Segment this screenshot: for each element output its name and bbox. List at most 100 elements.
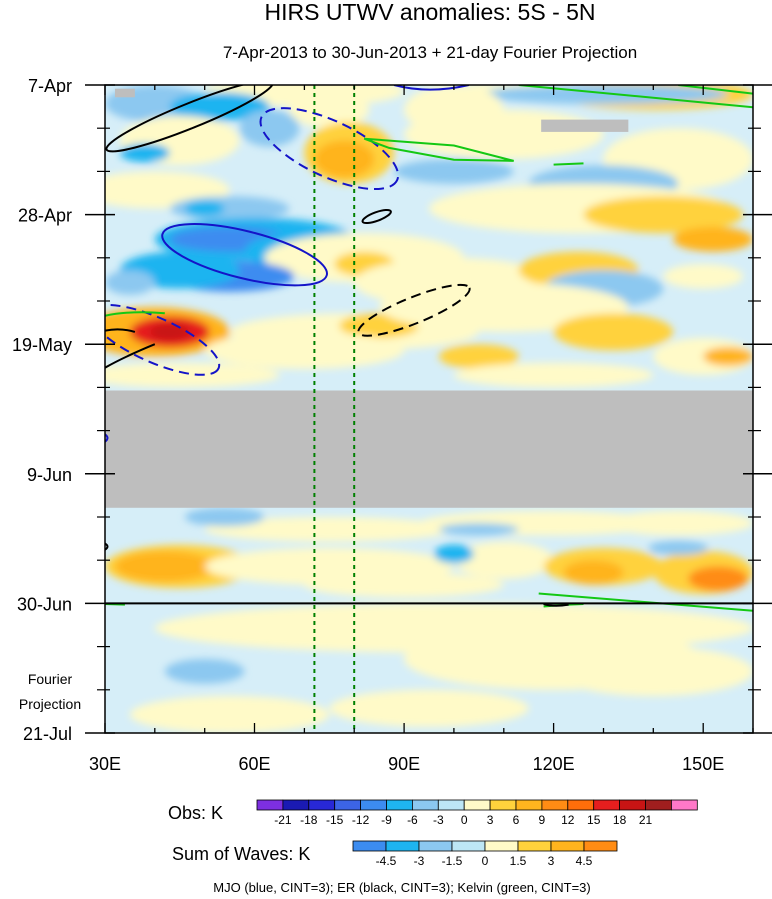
waves-colorbar-label: -1.5 [442,854,463,868]
mjo-contour [393,85,470,91]
obs-colorbar-label: 15 [587,813,601,827]
obs-colorbar-label: -12 [352,813,370,827]
anomaly-blob [164,659,245,684]
y-axis: 7-Apr 28-Apr 19-May 9-Jun 30-Jun 21-Jul [12,76,772,744]
anomaly-blob [648,540,709,556]
kelvin-contour [538,592,753,612]
x-axis: 30E 60E 90E 120E 150E [89,85,754,774]
anomaly-blob [404,109,604,160]
kelvin-contour [363,137,514,162]
missing-data-region [105,88,753,508]
anomaly-field [105,85,753,733]
anomaly-blob [438,523,519,536]
anomaly-blob [563,560,624,585]
obs-colorbar-label: 0 [461,813,468,827]
obs-colorbar-swatch [437,799,465,811]
y-tick-label: 9-Jun [27,465,72,485]
anomaly-blob [239,109,300,147]
missing-data-patch [541,119,629,132]
er-contour [105,343,156,369]
obs-colorbar-swatch [515,799,543,811]
anomaly-blob [438,344,519,369]
waves-colorbar-swatch [550,840,585,852]
obs-colorbar-label: -18 [300,813,318,827]
waves-colorbar-label: 1.5 [510,854,527,868]
anomaly-blob [184,507,265,527]
er-contour [543,603,569,607]
waves-colorbar-swatch [352,840,387,852]
kelvin-contour [678,85,753,95]
waves-colorbar-label: -4.5 [376,854,397,868]
waves-colorbar-swatch [451,840,486,852]
anomaly-blob [149,323,190,340]
obs-colorbar-label: -21 [274,813,292,827]
anomaly-blob [129,696,330,733]
obs-colorbar-swatch [411,799,439,811]
missing-data-patch [114,88,135,98]
waves-colorbar-label: -3 [414,854,425,868]
mjo-contour [105,304,221,376]
anomaly-blob [304,572,504,598]
waves-colorbar-swatch [484,840,519,852]
kelvin-contour [518,85,753,109]
obs-colorbar-swatch [282,799,310,811]
obs-colorbar-swatch [645,799,672,811]
anomaly-blob [454,541,554,579]
anomaly-blob [603,510,753,536]
plot-frame [104,84,754,734]
x-tick-label: 120E [533,754,575,774]
anomaly-blob [184,200,225,217]
obs-colorbar-swatch [386,799,413,811]
obs-colorbar-swatch [567,799,595,811]
waves-colorbar: Sum of Waves: K -4.5 -3 -1.5 0 1.5 3 4.5 [172,840,618,868]
x-tick-label: 60E [238,754,270,774]
projection-label-line1: Fourier [28,671,73,687]
y-tick-label: 19-May [12,335,72,355]
chart-title: HIRS UTWV anomalies: 5S - 5N [264,0,595,25]
er-contour [105,328,136,333]
anomaly-blob [314,140,375,178]
obs-colorbar-label: 6 [513,813,520,827]
y-tick-label: 21-Jul [23,724,72,744]
anomaly-blob [688,566,748,591]
anomaly-blob [204,331,405,369]
anomaly-blob [169,92,270,121]
y-tick-label: 30-Jun [17,594,72,614]
anomaly-blob [289,91,370,129]
anomaly-blob [434,544,474,564]
waves-colorbar-title: Sum of Waves: K [172,844,310,864]
er-contour [105,85,274,153]
obs-colorbar-swatch [360,799,387,811]
y-tick-label: 28-Apr [18,206,72,226]
plot-area: 30E 60E 90E 120E 150E 7-Apr 28-Apr 19-May 9-Jun… [12,76,772,774]
obs-colorbar-swatch [489,799,517,811]
obs-colorbar-swatch [541,799,569,811]
waves-colorbar-label: 0 [482,854,489,868]
x-tick-label: 30E [89,754,121,774]
obs-colorbar-swatch [334,799,362,811]
er-contour [357,283,471,337]
obs-colorbar-label: 3 [487,813,494,827]
kelvin-contour [105,311,165,317]
mjo-contour [161,223,328,287]
waves-colorbar-swatch [583,840,618,852]
anomaly-blob [553,313,674,351]
projection-label-line2: Projection [19,696,81,712]
y-tick-label: 7-Apr [28,76,72,96]
anomaly-blob [553,646,753,696]
missing-data-band [105,390,753,508]
chart-subtitle: 7-Apr-2013 to 30-Jun-2013 + 21-day Fouri… [223,43,637,62]
obs-colorbar-swatch [593,799,621,811]
x-tick-label: 150E [682,754,724,774]
anomaly-blob [453,362,654,388]
anomaly-blob [583,196,744,234]
wave-legend: MJO (blue, CINT=3); ER (black, CINT=3); … [213,880,590,895]
wave-contours [105,85,753,612]
anomaly-blob [105,362,280,388]
anomaly-blob [119,143,170,163]
waves-colorbar-swatch [517,840,552,852]
obs-colorbar-label: -15 [326,813,344,827]
anomaly-blob [105,270,155,295]
anomaly-blob [394,159,514,184]
